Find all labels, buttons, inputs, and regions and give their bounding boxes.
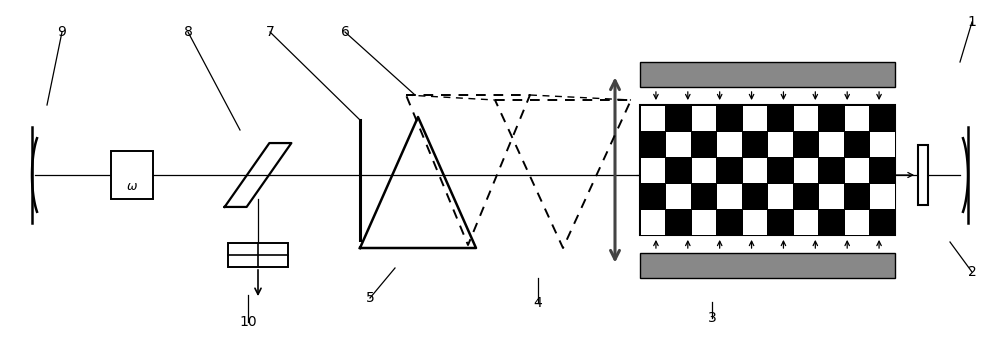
- Bar: [742, 105, 767, 131]
- Bar: [692, 209, 716, 235]
- Text: 10: 10: [239, 315, 257, 329]
- Bar: [717, 131, 742, 157]
- Bar: [794, 209, 818, 235]
- Bar: [768, 131, 792, 157]
- Bar: [640, 105, 665, 131]
- Bar: [768, 184, 792, 208]
- Text: 7: 7: [266, 25, 274, 39]
- Bar: [819, 184, 844, 208]
- Text: 4: 4: [534, 296, 542, 310]
- Text: 2: 2: [968, 265, 976, 279]
- Text: 1: 1: [968, 15, 976, 29]
- Bar: [742, 209, 767, 235]
- Text: 3: 3: [708, 311, 716, 325]
- Bar: [640, 105, 895, 235]
- Bar: [640, 158, 665, 182]
- Bar: [844, 158, 869, 182]
- Bar: [717, 184, 742, 208]
- Bar: [870, 131, 895, 157]
- Bar: [692, 158, 716, 182]
- Bar: [228, 243, 288, 267]
- Bar: [794, 105, 818, 131]
- Bar: [844, 209, 869, 235]
- Bar: [742, 158, 767, 182]
- Bar: [819, 131, 844, 157]
- Bar: [111, 151, 153, 199]
- Bar: [692, 105, 716, 131]
- Bar: [640, 209, 665, 235]
- Bar: [640, 253, 895, 278]
- Text: 6: 6: [341, 25, 349, 39]
- Bar: [640, 62, 895, 87]
- Bar: [918, 145, 928, 205]
- Text: 8: 8: [184, 25, 192, 39]
- Text: $\omega$: $\omega$: [126, 180, 138, 193]
- Bar: [844, 105, 869, 131]
- Bar: [666, 131, 690, 157]
- Bar: [870, 184, 895, 208]
- Bar: [794, 158, 818, 182]
- Bar: [666, 184, 690, 208]
- Text: 5: 5: [366, 291, 374, 305]
- Text: 9: 9: [58, 25, 66, 39]
